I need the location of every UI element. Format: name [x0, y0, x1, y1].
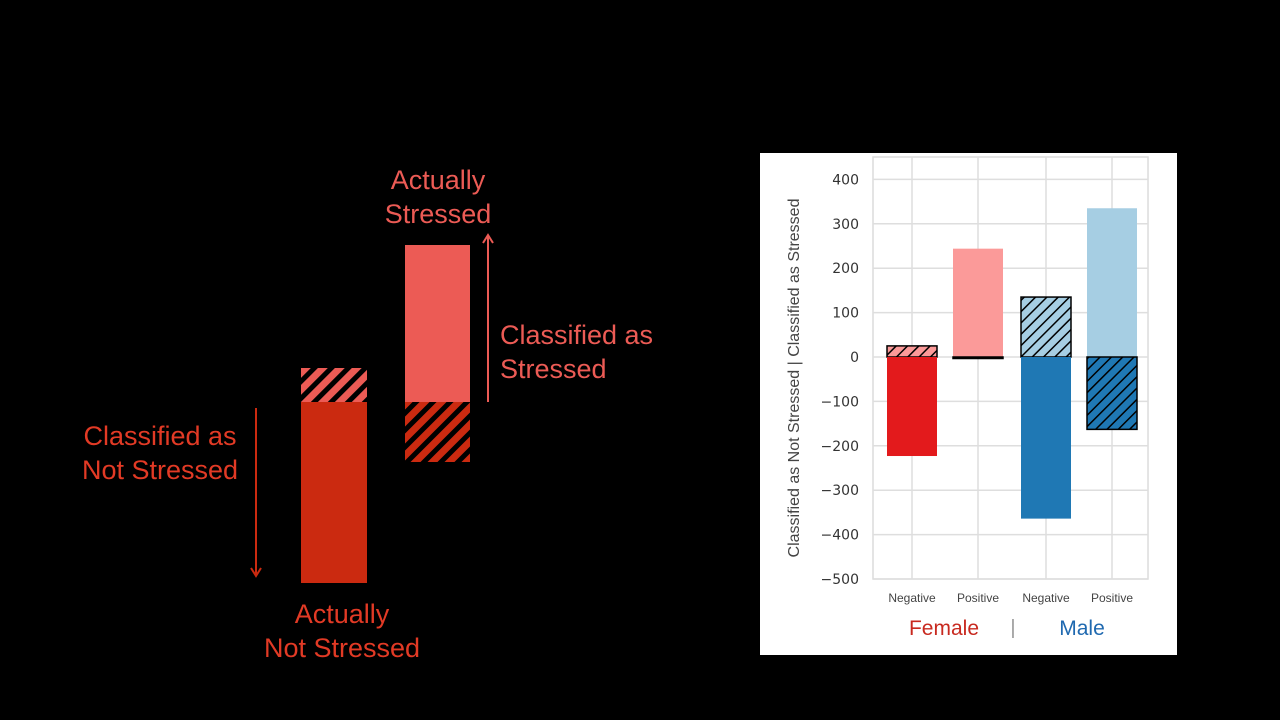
group-label-female: Female — [909, 617, 979, 640]
y-tick-label: −200 — [821, 439, 859, 455]
y-axis-label: Classified as Not Stressed | Classified … — [786, 199, 803, 558]
y-tick-label: 400 — [832, 172, 859, 188]
bar-classified-stressed — [1020, 296, 1072, 358]
label-actually-not-stressed: Actually Not Stressed — [263, 599, 421, 663]
label-classified-stressed: Classified as Stressed — [500, 320, 654, 384]
y-tick-label: 300 — [832, 217, 859, 233]
x-tick-label: Positive — [1091, 591, 1133, 605]
arrow-down-icon — [250, 408, 262, 578]
legend-stressed-hatched-bar — [405, 402, 470, 462]
y-tick-label: −100 — [821, 394, 859, 410]
label-classified-not-stressed: Classified as Not Stressed — [81, 421, 239, 485]
y-tick-label: 200 — [832, 261, 859, 277]
x-tick-label: Negative — [888, 591, 936, 605]
bar-classified-not-stressed — [1021, 357, 1071, 519]
group-label-male: Male — [1059, 617, 1105, 640]
bar-classified-not-stressed — [887, 357, 937, 457]
bar-classified-stressed — [1087, 208, 1137, 357]
label-actually-stressed: Actually Stressed — [384, 165, 492, 229]
legend-not-stressed-solid-bar — [301, 402, 367, 583]
x-tick-label: Negative — [1022, 591, 1070, 605]
bar-classified-stressed — [953, 248, 1003, 357]
arrow-up-icon — [482, 233, 494, 402]
y-tick-label: 100 — [832, 306, 859, 322]
bar-classified-stressed — [886, 345, 938, 358]
y-tick-label: −300 — [821, 483, 859, 499]
chart-panel: 400 300 200 100 0 −100 −200 −300 −400 −500 Negativ… — [760, 153, 1177, 655]
legend-not-stressed-hatched-bar — [301, 368, 367, 402]
bar-chart: 400 300 200 100 0 −100 −200 −300 −400 −500 Negativ… — [786, 156, 1149, 640]
y-tick-label: −400 — [821, 528, 859, 544]
y-tick-label: 0 — [850, 350, 859, 366]
bar-classified-not-stressed — [1086, 356, 1138, 431]
x-tick-label: Positive — [957, 591, 999, 605]
y-tick-label: −500 — [821, 572, 859, 588]
bar-classified-not-stressed — [952, 356, 1004, 360]
group-separator: | — [1010, 617, 1015, 639]
legend-stressed-solid-bar — [405, 245, 470, 402]
